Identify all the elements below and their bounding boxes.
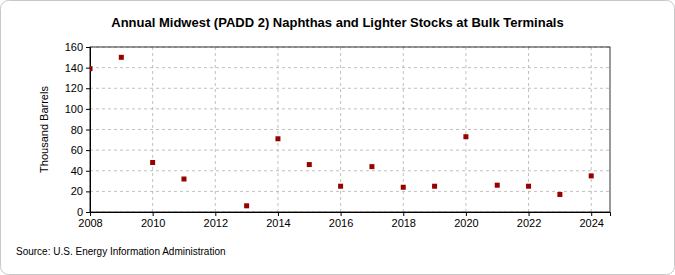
point (526, 184, 531, 189)
x-axis-line (91, 213, 611, 217)
x-tick-mark (591, 212, 592, 216)
y-tick: 40 (71, 165, 90, 177)
y-tick-label: 20 (71, 185, 83, 197)
point (432, 184, 437, 189)
x-tick-mark (215, 212, 216, 216)
chart-frame (1, 1, 675, 275)
y-tick-mark (86, 171, 90, 172)
x-tick-mark (403, 212, 404, 216)
y-tick-label: 40 (71, 165, 83, 177)
x-tick: 2010 (141, 212, 165, 229)
y-tick: 60 (71, 144, 90, 156)
y-grid-line (90, 150, 610, 151)
y-axis-title: Thousand Barrels (38, 86, 50, 173)
point (463, 134, 468, 139)
y-grid-line (90, 108, 610, 109)
x-tick-label: 2012 (204, 217, 228, 229)
source: Source: U.S. Energy Information Administ… (16, 246, 226, 257)
y-tick-label: 60 (71, 144, 83, 156)
y-grid-line (90, 88, 610, 89)
y-tick: 80 (71, 124, 90, 136)
y-grid-line (90, 191, 610, 192)
point (181, 177, 186, 182)
point (589, 173, 594, 178)
x-tick-mark (466, 212, 467, 216)
x-tick: 2024 (579, 212, 603, 229)
x-tick-mark (341, 212, 342, 216)
y-tick-mark (86, 191, 90, 192)
x-grid-line (215, 47, 216, 212)
x-grid-line (277, 47, 278, 212)
x-tick-label: 2016 (329, 217, 353, 229)
y-tick: 0 (77, 206, 90, 218)
y-grid-line (90, 67, 610, 68)
x-tick-mark (278, 212, 279, 216)
y-tick-label: 80 (71, 124, 83, 136)
point (119, 55, 124, 60)
y-grid-line (90, 170, 610, 171)
point (307, 162, 312, 167)
x-tick: 2018 (392, 212, 416, 229)
y-tick-label: 120 (65, 82, 83, 94)
plot-frame (90, 47, 610, 212)
y-tick-label: 100 (65, 103, 83, 115)
chart: 2008 2010 2012 2014 2016 2018 2020 2022 2024 0 20 4… (0, 0, 675, 275)
x-tick-mark (153, 212, 154, 216)
x-grid-line (465, 47, 466, 212)
title: Annual Midwest (PADD 2) Naphthas and Lig… (111, 15, 563, 30)
x-tick-label: 2022 (517, 217, 541, 229)
y-tick: 140 (65, 62, 90, 74)
y-tick-label: 160 (65, 41, 83, 53)
x-tick: 2022 (517, 212, 541, 229)
grid (90, 47, 610, 212)
points (90, 55, 594, 209)
x-tick: 2014 (266, 212, 290, 229)
x-grid-line (591, 47, 592, 212)
x-tick-label: 2008 (78, 217, 102, 229)
y-axis-line (86, 48, 91, 213)
point (150, 160, 155, 165)
x-tick: 2016 (329, 212, 353, 229)
y-grid-line (90, 129, 610, 130)
y-tick-mark (86, 109, 90, 110)
y-axis: 0 20 40 60 80 100 120 140 160 (65, 41, 91, 218)
x-axis: 2008 2010 2012 2014 2016 2018 2020 2022 2024 (78, 212, 610, 229)
x-tick: 2020 (454, 212, 478, 229)
y-tick: 20 (71, 185, 90, 197)
y-tick: 160 (65, 41, 90, 53)
x-tick-mark (529, 212, 530, 216)
point (275, 136, 280, 141)
x-tick-label: 2014 (266, 217, 290, 229)
point (369, 164, 374, 169)
y-tick-label: 0 (77, 206, 83, 218)
point (338, 184, 343, 189)
y-tick-mark (86, 47, 90, 48)
x-tick: 2012 (204, 212, 228, 229)
point (244, 203, 249, 208)
y-tick-mark (86, 150, 90, 151)
point (90, 66, 93, 71)
y-tick-label: 140 (65, 62, 83, 74)
y-tick-mark (86, 68, 90, 69)
point (401, 185, 406, 190)
x-tick-label: 2024 (579, 217, 603, 229)
x-grid-line (152, 47, 153, 212)
y-tick: 100 (65, 103, 90, 115)
x-tick-label: 2020 (454, 217, 478, 229)
point (557, 192, 562, 197)
x-tick-label: 2018 (392, 217, 416, 229)
y-tick-mark (86, 130, 90, 131)
y-tick: 120 (65, 82, 90, 94)
point (495, 183, 500, 188)
y-tick-mark (86, 88, 90, 89)
y-tick-mark (86, 212, 90, 213)
x-tick-label: 2010 (141, 217, 165, 229)
